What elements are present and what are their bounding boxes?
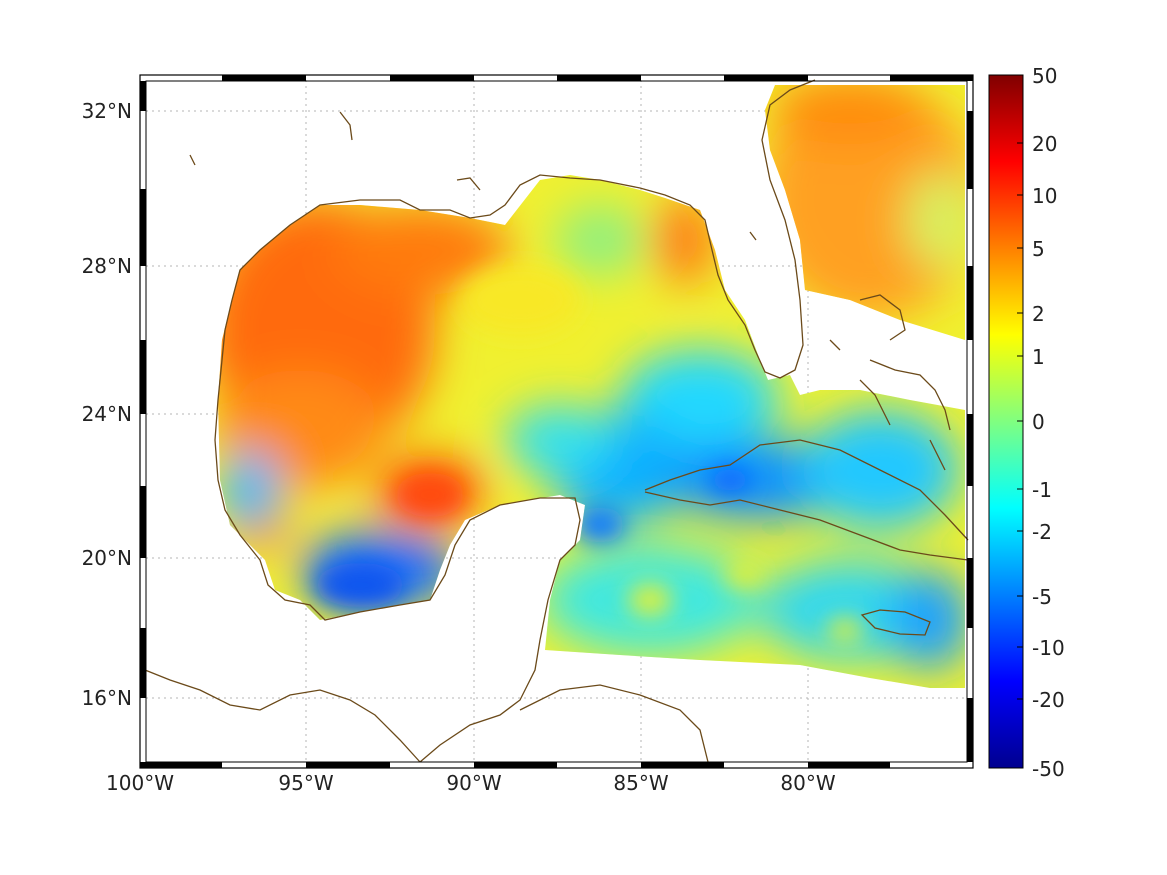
lat-tick-label: 32°N — [82, 99, 132, 123]
frame-segment-right-5 — [967, 698, 973, 762]
frame-segment-left-1 — [140, 81, 146, 111]
frame-segment-right-4 — [967, 558, 973, 628]
colorbar-tick-label: 20 — [1032, 132, 1057, 156]
colorbar-tick-label: 0 — [1032, 410, 1045, 434]
coastline-west-gulf — [214, 299, 581, 763]
frame-segment-top-4 — [724, 75, 808, 81]
coastline-bahamas — [859, 294, 951, 431]
colorbar-tick-label: 1 — [1032, 345, 1045, 369]
lon-tick-label: 85°W — [613, 771, 668, 795]
lon-tick-labels: 100°W 95°W 90°W 85°W 80°W — [106, 771, 836, 795]
frame-segment-left-4 — [140, 486, 146, 558]
frame-segment-right-3 — [967, 414, 973, 486]
coastline-cuba — [644, 439, 969, 561]
colorbar-tick-label: -2 — [1032, 520, 1052, 544]
colorbar-tick-label: -50 — [1032, 757, 1065, 781]
frame-segment-top-5 — [890, 75, 973, 81]
frame-segment-right-2 — [967, 266, 973, 340]
frame-segment-right-1 — [967, 111, 973, 189]
coastline-honduras — [519, 684, 709, 763]
coastline-mexico-texas — [231, 79, 816, 379]
frame-segment-bottom-1 — [140, 762, 222, 768]
frame-segment-bottom-2 — [306, 762, 390, 768]
colorbar-tick-label: -20 — [1032, 688, 1065, 712]
colorbar-tick-label: -10 — [1032, 636, 1065, 660]
coastline-central-america — [139, 667, 421, 763]
frame-segment-top-3 — [557, 75, 641, 81]
frame-segment-left-2 — [140, 189, 146, 266]
coastline — [139, 79, 969, 763]
lat-tick-labels: 32°N 28°N 24°N 20°N 16°N — [82, 99, 132, 710]
lat-tick-label: 24°N — [82, 402, 132, 426]
frame-segment-top-2 — [390, 75, 474, 81]
colorbar-tick-label: 10 — [1032, 184, 1057, 208]
colorbar-tick-label: 50 — [1032, 64, 1057, 88]
frame-segment-left-5 — [140, 628, 146, 698]
frame-segment-top-1 — [222, 75, 306, 81]
colorbar-tick-label: 2 — [1032, 302, 1045, 326]
frame-segment-bottom-5 — [808, 762, 890, 768]
colorbar-tick-label: 5 — [1032, 237, 1045, 261]
lon-tick-label: 100°W — [106, 771, 174, 795]
data-field — [218, 85, 965, 688]
frame-segment-bottom-3 — [474, 762, 557, 768]
coastline-jamaica — [860, 609, 931, 636]
frame-segment-bottom-4 — [641, 762, 724, 768]
lat-tick-label: 28°N — [82, 254, 132, 278]
lat-tick-label: 16°N — [82, 686, 132, 710]
colorbar: 50 20 10 5 2 1 0 -1 -2 -5 -10 -20 -50 — [988, 64, 1065, 781]
lon-tick-label: 90°W — [446, 771, 501, 795]
frame-segment-left-3 — [140, 340, 146, 414]
lat-tick-label: 20°N — [82, 546, 132, 570]
colorbar-tick-label: -5 — [1032, 585, 1052, 609]
map-frame — [139, 74, 974, 769]
colorbar-tick-label: -1 — [1032, 478, 1052, 502]
coastline-islands — [189, 111, 946, 471]
lon-tick-label: 95°W — [278, 771, 333, 795]
lon-tick-label: 80°W — [780, 771, 835, 795]
